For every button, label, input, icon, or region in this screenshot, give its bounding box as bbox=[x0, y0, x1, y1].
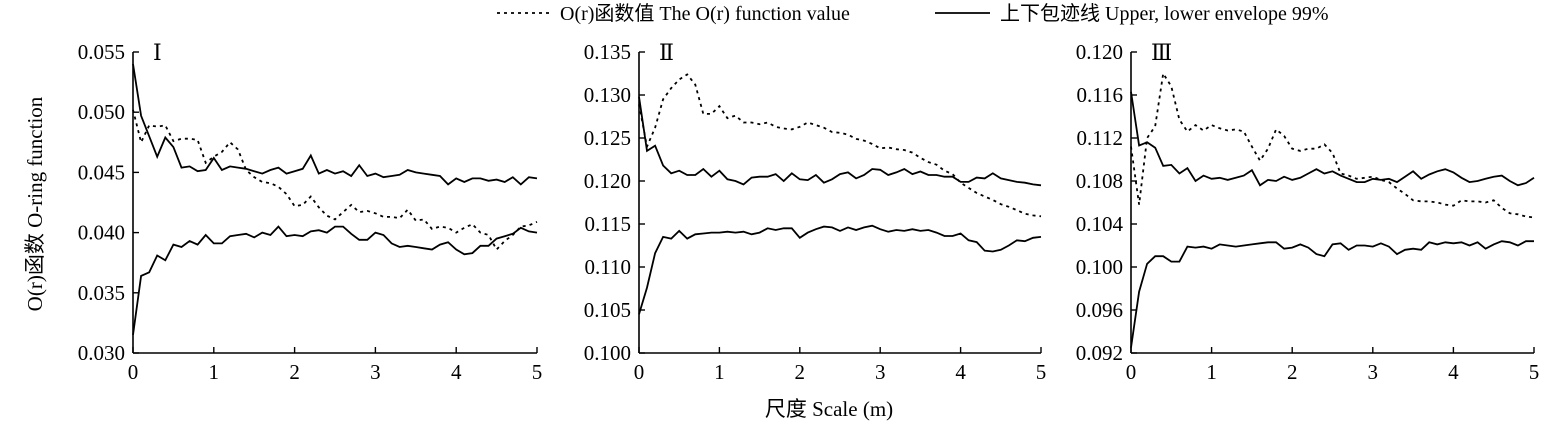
x-tick-label: 5 bbox=[1036, 360, 1047, 384]
x-tick-label: 2 bbox=[289, 360, 300, 384]
y-tick-label: 0.092 bbox=[1076, 341, 1123, 365]
y-tick-label: 0.055 bbox=[78, 40, 125, 64]
x-tick-label: 0 bbox=[128, 360, 139, 384]
panel-label: Ⅲ bbox=[1151, 40, 1172, 65]
y-tick-label: 0.108 bbox=[1076, 169, 1123, 193]
lower-envelope-line bbox=[132, 225, 538, 336]
y-tick-label: 0.035 bbox=[78, 281, 125, 305]
x-tick-label: 3 bbox=[1368, 360, 1379, 384]
x-tick-label: 1 bbox=[714, 360, 725, 384]
y-tick-label: 0.135 bbox=[584, 40, 631, 64]
y-tick-label: 0.120 bbox=[1076, 40, 1123, 64]
panel-label: Ⅱ bbox=[659, 40, 674, 65]
y-tick-label: 0.110 bbox=[585, 255, 631, 279]
panel-2: 0.100 0.105 0.110 0.115 0.120 0.125 0.130 0.135… bbox=[584, 40, 1047, 384]
y-tick-label: 0.050 bbox=[78, 100, 125, 124]
lower-envelope-line bbox=[638, 224, 1042, 315]
x-tick-label: 2 bbox=[795, 360, 806, 384]
y-tick-label: 0.120 bbox=[584, 169, 631, 193]
y-tick-label: 0.030 bbox=[78, 341, 125, 365]
observed-line bbox=[1130, 70, 1535, 219]
y-axis-title: O(r)函数 O-ring function bbox=[23, 96, 47, 311]
lower-envelope-line bbox=[1130, 240, 1534, 348]
x-tick-label: 0 bbox=[1126, 360, 1137, 384]
x-tick-label: 1 bbox=[209, 360, 220, 384]
y-tick-label: 0.116 bbox=[1077, 83, 1123, 107]
x-tick-label: 5 bbox=[532, 360, 543, 384]
x-tick-label: 0 bbox=[634, 360, 645, 384]
x-axis-title: 尺度 Scale (m) bbox=[765, 397, 893, 421]
panel-label: Ⅰ bbox=[153, 40, 162, 65]
x-tick-label: 3 bbox=[370, 360, 381, 384]
y-tick-label: 0.100 bbox=[1076, 255, 1123, 279]
y-tick-label: 0.104 bbox=[1076, 212, 1124, 236]
y-tick-label: 0.112 bbox=[1077, 126, 1123, 150]
x-tick-label: 3 bbox=[875, 360, 886, 384]
y-tick-label: 0.105 bbox=[584, 298, 631, 322]
legend-observed-label: O(r)函数值 The O(r) function value bbox=[560, 2, 850, 25]
observed-line bbox=[638, 73, 1042, 218]
upper-envelope-line bbox=[1130, 91, 1535, 187]
legend-envelope-label: 上下包迹线 Upper, lower envelope 99% bbox=[1000, 2, 1329, 25]
observed-line bbox=[132, 109, 538, 252]
legend: O(r)函数值 The O(r) function value 上下包迹线 Up… bbox=[497, 2, 1329, 25]
x-tick-label: 2 bbox=[1287, 360, 1298, 384]
panel-1: 0.030 0.035 0.040 0.045 0.050 0.055 0 1 2 3 4 5 Ⅰ bbox=[78, 40, 543, 384]
x-tick-label: 4 bbox=[1448, 360, 1459, 384]
y-tick-label: 0.045 bbox=[78, 160, 125, 184]
x-tick-label: 4 bbox=[451, 360, 462, 384]
y-tick-label: 0.115 bbox=[585, 212, 631, 236]
panel-3: 0.092 0.096 0.100 0.104 0.108 0.112 0.116 0.120… bbox=[1076, 40, 1540, 384]
upper-envelope-line bbox=[638, 96, 1042, 187]
y-tick-label: 0.100 bbox=[584, 341, 631, 365]
y-tick-label: 0.096 bbox=[1076, 298, 1123, 322]
upper-envelope-line bbox=[132, 63, 538, 186]
x-tick-label: 4 bbox=[955, 360, 966, 384]
y-tick-label: 0.040 bbox=[78, 221, 125, 245]
x-tick-label: 1 bbox=[1206, 360, 1217, 384]
x-tick-label: 5 bbox=[1529, 360, 1540, 384]
y-tick-label: 0.125 bbox=[584, 126, 631, 150]
y-tick-label: 0.130 bbox=[584, 83, 631, 107]
